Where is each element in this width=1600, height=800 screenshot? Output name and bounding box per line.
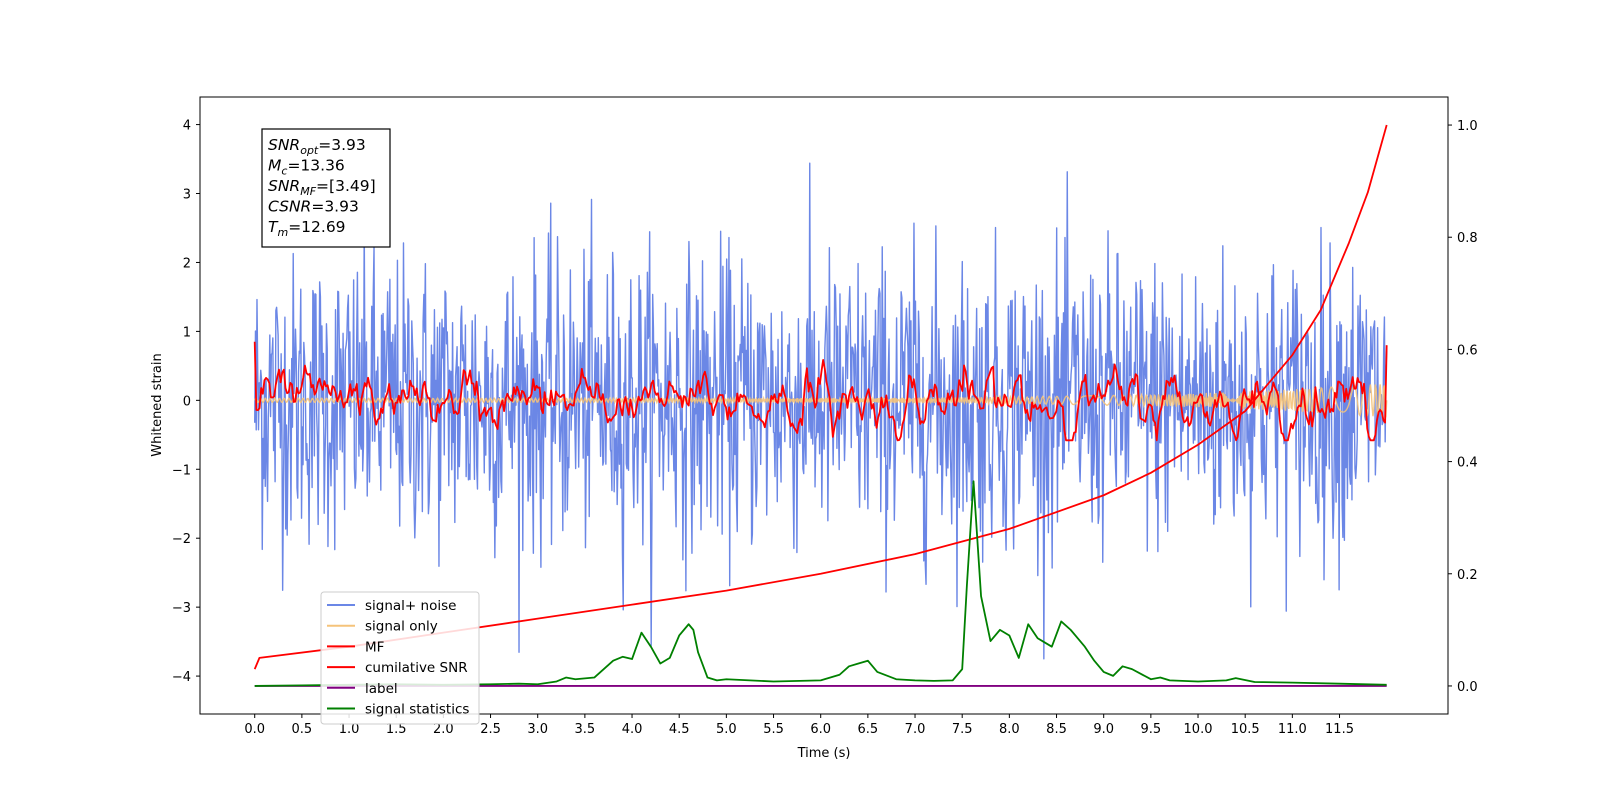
y-tick-label: 0 bbox=[183, 394, 191, 409]
x-tick-label: 4.5 bbox=[669, 722, 690, 737]
y-tick-label: 2 bbox=[183, 256, 191, 271]
legend-entry: label bbox=[365, 681, 398, 697]
x-tick-label: 7.5 bbox=[952, 722, 973, 737]
y2-axis-ticks: 1.0 0.8 0.6 0.4 0.2 0.0 bbox=[1448, 119, 1478, 695]
x-tick-label: 1.5 bbox=[386, 722, 407, 737]
x-tick-label: 5.0 bbox=[716, 722, 737, 737]
x-tick-label: 4.0 bbox=[622, 722, 643, 737]
x-tick-label: 9.5 bbox=[1141, 722, 1162, 737]
x-tick-label: 6.0 bbox=[810, 722, 831, 737]
y-tick-label: 4 bbox=[183, 119, 191, 134]
annotation-line: SNRopt=3.93 bbox=[268, 136, 366, 157]
x-tick-label: 11.5 bbox=[1325, 722, 1354, 737]
annotation-line: SNRMF=[3.49] bbox=[268, 177, 376, 198]
y2-tick-label: 0.6 bbox=[1457, 343, 1478, 358]
legend-frame bbox=[320, 591, 480, 725]
x-axis-label: Time (s) bbox=[797, 746, 851, 761]
x-tick-label: 0.5 bbox=[292, 722, 313, 737]
y-tick-label: 1 bbox=[183, 325, 191, 340]
legend-entry: signal statistics bbox=[365, 702, 469, 718]
x-tick-label: 3.0 bbox=[527, 722, 548, 737]
x-tick-label: 10.5 bbox=[1231, 722, 1260, 737]
y-tick-label: −2 bbox=[172, 532, 191, 547]
x-tick-label: 3.5 bbox=[575, 722, 596, 737]
x-tick-label: 1.0 bbox=[339, 722, 360, 737]
x-tick-label: 9.0 bbox=[1093, 722, 1114, 737]
y-axis-ticks: 4 3 2 1 0 −1 −2 −3 −4 bbox=[172, 119, 200, 685]
y-tick-label: 3 bbox=[183, 188, 191, 203]
annotation-line: Tm=12.69 bbox=[268, 218, 346, 239]
y-tick-label: −3 bbox=[172, 601, 191, 616]
legend: signal+ noise signal only MF cumilative SNR… bbox=[320, 591, 480, 725]
legend-entry: signal+ noise bbox=[365, 598, 456, 614]
legend-entry: signal only bbox=[365, 619, 438, 635]
x-tick-label: 6.5 bbox=[858, 722, 879, 737]
y-tick-label: −1 bbox=[172, 463, 191, 478]
annotation-line: CSNR=3.93 bbox=[268, 198, 359, 216]
series-signal-noise bbox=[254, 162, 1388, 660]
y2-tick-label: 0.4 bbox=[1457, 456, 1478, 471]
y2-tick-label: 0.0 bbox=[1457, 680, 1478, 695]
x-tick-label: 8.5 bbox=[1046, 722, 1067, 737]
y2-tick-label: 1.0 bbox=[1457, 119, 1478, 134]
legend-entry: cumilative SNR bbox=[365, 660, 468, 676]
y2-tick-label: 0.8 bbox=[1457, 231, 1478, 246]
axes-frame bbox=[199, 96, 1449, 715]
y-axis-label: Whitened strain bbox=[150, 353, 165, 456]
stats-annotation-box: SNRopt=3.93Mc=13.36SNRMF=[3.49]CSNR=3.93… bbox=[261, 128, 391, 248]
series-signal-statistics bbox=[254, 480, 1387, 687]
x-tick-label: 8.0 bbox=[999, 722, 1020, 737]
x-tick-label: 2.0 bbox=[433, 722, 454, 737]
x-tick-label: 11.0 bbox=[1278, 722, 1307, 737]
y-tick-label: −4 bbox=[172, 670, 191, 685]
y2-tick-label: 0.2 bbox=[1457, 568, 1478, 583]
x-axis-ticks: 0.0 0.5 1.0 1.5 2.0 2.5 3.0 3.5 4.0 4.5 5.0 5.5 6.0 6… bbox=[244, 714, 1354, 737]
x-tick-label: 7.0 bbox=[905, 722, 926, 737]
annotation-line: Mc=13.36 bbox=[268, 157, 345, 178]
series-mf bbox=[253, 341, 1388, 442]
annotation-frame bbox=[261, 128, 391, 248]
x-tick-label: 2.5 bbox=[480, 722, 501, 737]
x-tick-label: 10.0 bbox=[1184, 722, 1213, 737]
legend-entry: MF bbox=[365, 639, 384, 655]
x-tick-label: 0.0 bbox=[244, 722, 265, 737]
x-tick-label: 5.5 bbox=[763, 722, 784, 737]
